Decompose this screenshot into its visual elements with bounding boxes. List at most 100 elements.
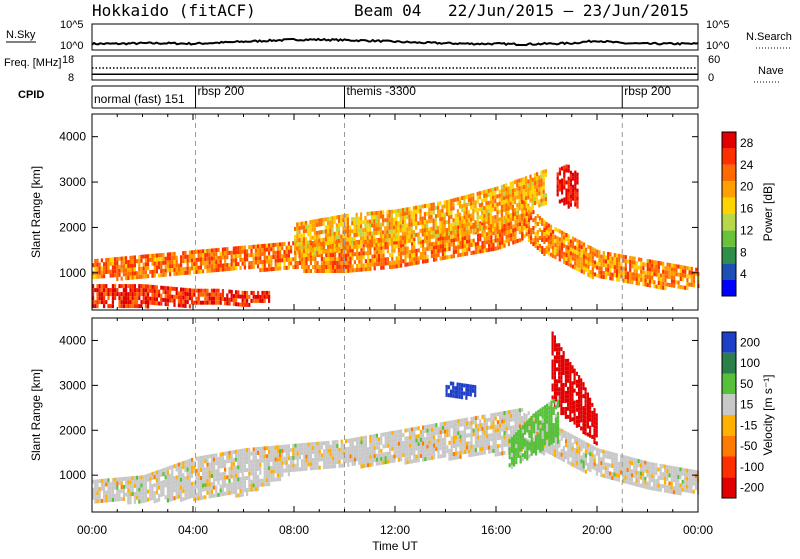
power-cell bbox=[123, 292, 125, 296]
power-cell bbox=[455, 226, 457, 230]
power-cell bbox=[452, 234, 454, 238]
power-cell bbox=[209, 257, 211, 261]
power-cell bbox=[338, 243, 340, 247]
velocity-cell bbox=[136, 488, 138, 492]
power-cell bbox=[226, 247, 228, 251]
power-cell bbox=[459, 253, 461, 257]
power-cell bbox=[129, 264, 131, 268]
velocity-cell bbox=[231, 491, 233, 495]
velocity-cell bbox=[195, 485, 197, 489]
power-cell bbox=[347, 214, 349, 218]
power-cell bbox=[375, 231, 377, 235]
power-cell bbox=[347, 218, 349, 222]
velocity-cell bbox=[440, 426, 442, 430]
velocity-cell bbox=[121, 497, 123, 501]
power-cell bbox=[452, 202, 454, 206]
power-cell bbox=[277, 267, 279, 271]
power-cell bbox=[327, 237, 329, 241]
power-cell bbox=[340, 239, 342, 243]
velocity-cell bbox=[202, 472, 204, 476]
velocity-cell bbox=[402, 449, 404, 453]
power-cell bbox=[601, 255, 603, 259]
power-cell bbox=[303, 257, 305, 261]
power-cell bbox=[215, 297, 217, 301]
power-cell bbox=[382, 214, 384, 218]
power-cell bbox=[525, 176, 527, 180]
velocity-cell bbox=[101, 479, 103, 483]
velocity-cell bbox=[235, 454, 237, 458]
velocity-cell bbox=[162, 484, 164, 488]
velocity-cell bbox=[466, 434, 468, 438]
velocity-cell bbox=[352, 446, 354, 450]
power-cell bbox=[371, 239, 373, 243]
power-cell bbox=[303, 265, 305, 269]
power-cell bbox=[173, 256, 175, 260]
power-cell bbox=[380, 243, 382, 247]
velocity-cell bbox=[310, 446, 312, 450]
velocity-cell bbox=[281, 445, 283, 449]
velocity-cell bbox=[259, 483, 261, 487]
power-cell bbox=[334, 240, 336, 244]
power-cell bbox=[235, 294, 237, 298]
power-cell bbox=[327, 245, 329, 249]
power-cell bbox=[367, 259, 369, 263]
velocity-cell bbox=[248, 452, 250, 456]
velocity-cell bbox=[426, 433, 428, 437]
power-cell bbox=[574, 195, 576, 199]
power-cell bbox=[601, 263, 603, 267]
velocity-cell bbox=[217, 477, 219, 481]
power-cell bbox=[444, 248, 446, 252]
power-cell bbox=[406, 211, 408, 215]
power-cell bbox=[145, 266, 147, 270]
velocity-cell bbox=[475, 448, 477, 452]
power-cell bbox=[435, 206, 437, 210]
velocity-cell bbox=[440, 434, 442, 438]
power-cell bbox=[173, 264, 175, 268]
velocity-cell bbox=[253, 479, 255, 483]
power-cell bbox=[435, 222, 437, 226]
velocity-cell bbox=[563, 450, 565, 454]
power-cell bbox=[664, 266, 666, 270]
power-cell bbox=[507, 199, 509, 203]
velocity-cell bbox=[345, 447, 347, 451]
velocity-cell bbox=[277, 477, 279, 481]
power-cell bbox=[561, 231, 563, 235]
power-cell bbox=[312, 265, 314, 269]
velocity-cell bbox=[330, 461, 332, 465]
power-cell bbox=[305, 249, 307, 253]
power-cell bbox=[638, 258, 640, 262]
power-cell bbox=[244, 295, 246, 299]
velocity-cell bbox=[499, 452, 501, 456]
velocity-cell bbox=[136, 476, 138, 480]
velocity-cell bbox=[134, 480, 136, 484]
power-cell bbox=[505, 195, 507, 199]
velocity-cell bbox=[169, 466, 171, 470]
velocity-cell bbox=[627, 468, 629, 472]
power-cell bbox=[603, 271, 605, 275]
velocity-cell bbox=[283, 457, 285, 461]
velocity-cell bbox=[332, 464, 334, 468]
velocity-cell bbox=[580, 463, 582, 467]
velocity-cell bbox=[360, 448, 362, 452]
velocity-cell bbox=[145, 482, 147, 486]
velocity-cell bbox=[200, 476, 202, 480]
velocity-cell bbox=[396, 434, 398, 438]
velocity-cell bbox=[521, 416, 523, 420]
power-cell bbox=[546, 246, 548, 250]
power-cell bbox=[474, 208, 476, 212]
power-cell bbox=[532, 218, 534, 222]
power-cell bbox=[165, 298, 167, 302]
power-cell bbox=[514, 180, 516, 184]
velocity-cell bbox=[248, 484, 250, 488]
nave-ylabel: Nave bbox=[758, 65, 784, 77]
power-cell bbox=[540, 179, 542, 183]
velocity-cell bbox=[198, 468, 200, 472]
power-cell bbox=[490, 224, 492, 228]
velocity-cell bbox=[464, 426, 466, 430]
power-cell bbox=[543, 228, 545, 232]
velocity-cell bbox=[94, 484, 96, 488]
power-cell bbox=[380, 235, 382, 239]
power-cell bbox=[110, 274, 112, 278]
power-cell bbox=[636, 281, 638, 285]
velocity-cell bbox=[490, 449, 492, 453]
